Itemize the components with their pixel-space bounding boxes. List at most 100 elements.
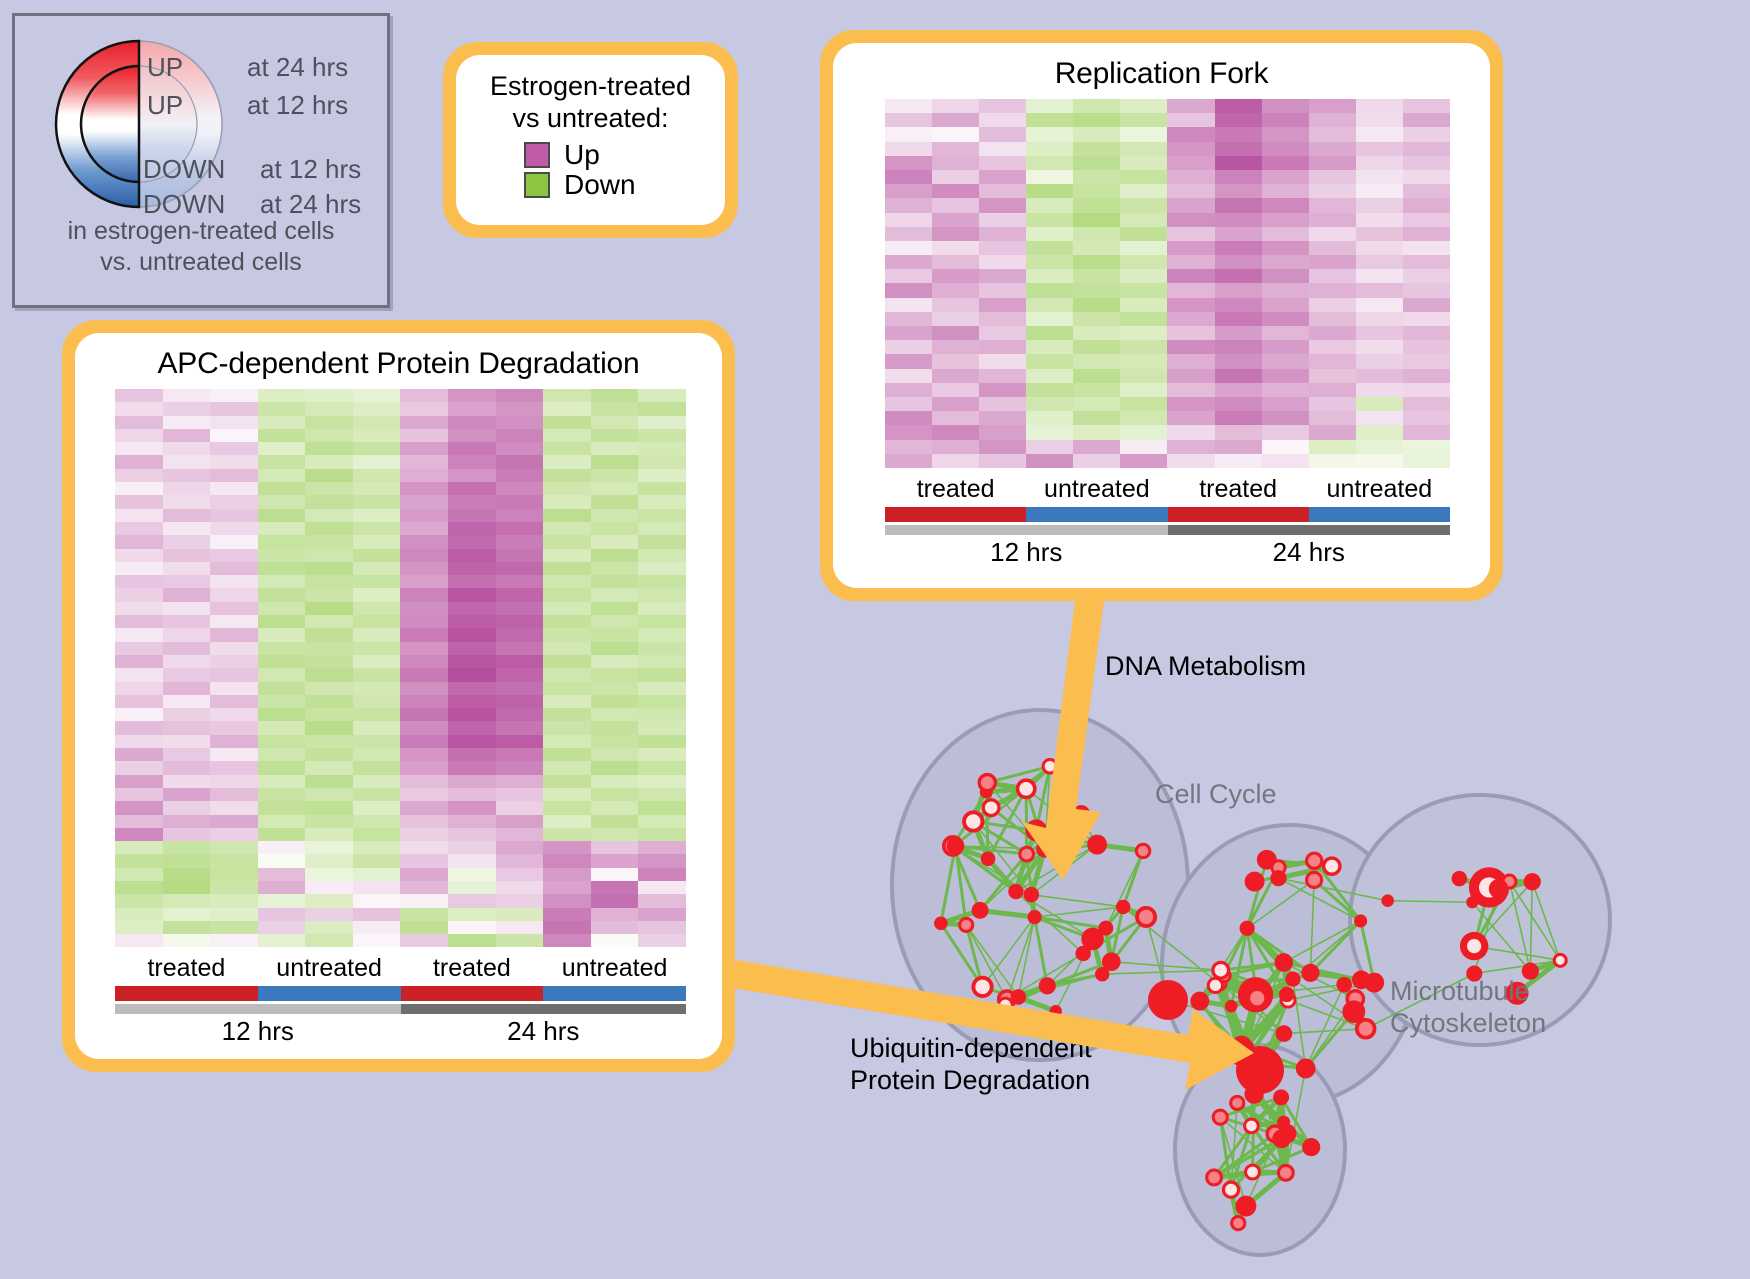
network-node[interactable] <box>1552 952 1568 968</box>
network-node[interactable] <box>1305 870 1324 890</box>
network-node[interactable] <box>1025 819 1048 842</box>
network-node[interactable] <box>1466 965 1483 982</box>
network-node[interactable] <box>981 798 1001 818</box>
heatmap-cell <box>305 734 353 749</box>
network-node[interactable] <box>1224 999 1238 1013</box>
network-node[interactable] <box>934 916 948 931</box>
heatmap-cell <box>885 368 933 383</box>
network-node[interactable] <box>1466 896 1479 909</box>
network-node[interactable] <box>1235 1195 1257 1217</box>
network-node[interactable] <box>1041 758 1059 775</box>
heatmap-cell <box>932 198 980 213</box>
heatmap-cell <box>448 880 496 895</box>
heatmap-cell <box>885 212 933 227</box>
network-node[interactable] <box>1285 971 1301 987</box>
network-node[interactable] <box>1075 945 1091 962</box>
network-node[interactable] <box>1523 873 1541 891</box>
network-node[interactable] <box>958 916 975 934</box>
heatmap-cell <box>1261 382 1309 397</box>
network-node[interactable] <box>1135 905 1158 928</box>
network-node[interactable] <box>1087 834 1108 855</box>
network-node[interactable] <box>1354 914 1368 928</box>
network-node[interactable] <box>1236 1046 1284 1094</box>
network-node[interactable] <box>1101 952 1121 972</box>
network-node[interactable] <box>1018 845 1036 863</box>
network-node[interactable] <box>1072 805 1091 824</box>
network-edge <box>1279 1096 1313 1148</box>
network-node[interactable] <box>980 851 996 867</box>
network-node[interactable] <box>1244 871 1265 892</box>
network-node[interactable] <box>1049 1005 1062 1018</box>
network-node[interactable] <box>1505 981 1529 1005</box>
network-node[interactable] <box>1221 1180 1241 1199</box>
heatmap-cell <box>1214 127 1262 142</box>
network-node[interactable] <box>971 901 989 919</box>
heatmap-cell <box>1261 340 1309 355</box>
network-node[interactable] <box>1134 842 1152 860</box>
network-node[interactable] <box>1488 879 1509 899</box>
network-node[interactable] <box>1272 1129 1291 1149</box>
network-node[interactable] <box>946 837 965 855</box>
network-node[interactable] <box>1027 910 1042 925</box>
network-node[interactable] <box>971 975 994 999</box>
network-node[interactable] <box>1244 1163 1261 1181</box>
heatmap-cell <box>590 721 639 735</box>
heatmap-cell <box>1120 155 1168 170</box>
network-node[interactable] <box>1381 894 1394 907</box>
network-node[interactable] <box>1521 962 1539 980</box>
heatmap-cell <box>210 588 258 602</box>
network-node[interactable] <box>1276 1163 1295 1182</box>
network-node[interactable] <box>996 996 1014 1014</box>
network-node[interactable] <box>1098 920 1114 936</box>
heatmap-cell <box>1167 368 1215 383</box>
network-node[interactable] <box>1211 1108 1229 1126</box>
network-node[interactable] <box>1243 1117 1260 1135</box>
network-node[interactable] <box>1211 960 1231 980</box>
network-node[interactable] <box>1274 953 1294 972</box>
heatmap-cell <box>495 428 544 443</box>
network-node[interactable] <box>1451 870 1468 887</box>
network-node[interactable] <box>1273 1089 1290 1106</box>
network-node[interactable] <box>1270 870 1287 887</box>
network-node[interactable] <box>1295 1058 1316 1079</box>
network-node[interactable] <box>1015 778 1037 800</box>
network-node[interactable] <box>1229 1094 1246 1112</box>
heatmap-cell <box>979 198 1027 213</box>
network-node[interactable] <box>1115 899 1131 915</box>
network-node[interactable] <box>1256 849 1277 870</box>
network-node[interactable] <box>1336 976 1352 993</box>
heatmap-cell <box>932 396 980 412</box>
network-node[interactable] <box>1148 980 1188 1020</box>
network-node[interactable] <box>1301 963 1320 982</box>
network-node[interactable] <box>1205 1168 1224 1187</box>
network-node[interactable] <box>1023 886 1040 903</box>
network-node[interactable] <box>1246 987 1269 1010</box>
network-node[interactable] <box>1351 970 1371 990</box>
heatmap-cell <box>590 442 639 456</box>
heatmap-cell <box>1214 169 1262 185</box>
heatmap-cell <box>400 615 449 629</box>
network-node[interactable] <box>1036 840 1054 858</box>
network-node[interactable] <box>1342 1000 1366 1024</box>
network-node[interactable] <box>1302 1138 1321 1157</box>
heatmap-cell <box>257 588 306 602</box>
network-node[interactable] <box>1321 856 1342 876</box>
network-node[interactable] <box>1459 931 1489 961</box>
network-node[interactable] <box>1279 986 1295 1003</box>
heatmap-cell <box>1355 453 1403 468</box>
legend-heading-line1: Estrogen-treated <box>489 71 692 101</box>
network-node[interactable] <box>1008 883 1024 900</box>
network-node[interactable] <box>1239 920 1255 936</box>
network-node[interactable] <box>977 772 998 793</box>
network-node[interactable] <box>962 810 985 833</box>
heatmap-cell <box>1402 212 1450 227</box>
network-node[interactable] <box>1230 1214 1247 1232</box>
network-edge <box>1471 901 1531 972</box>
network-node[interactable] <box>1038 977 1056 995</box>
network-node[interactable] <box>1190 991 1210 1011</box>
network-node[interactable] <box>1275 1025 1293 1042</box>
heatmap-cell <box>352 907 401 921</box>
network-node[interactable] <box>1081 927 1104 951</box>
network-node[interactable] <box>1354 1017 1377 1040</box>
network-node[interactable] <box>1305 851 1324 871</box>
